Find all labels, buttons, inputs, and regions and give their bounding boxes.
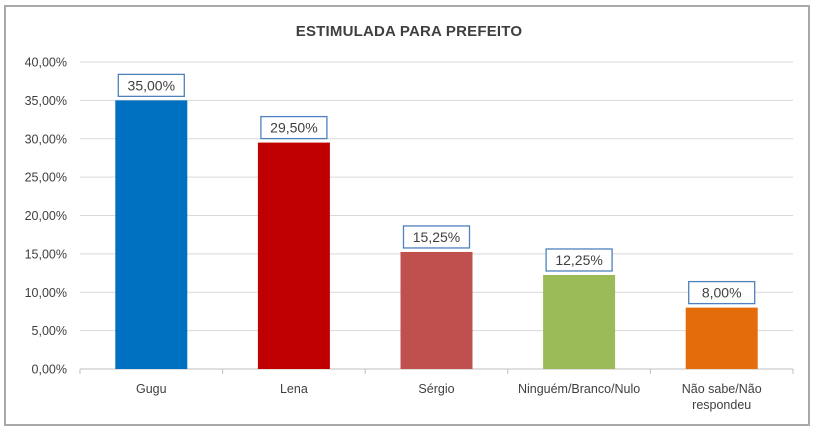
y-tick-label: 25,00% bbox=[25, 171, 67, 185]
data-label-box bbox=[402, 225, 471, 249]
y-tick-label: 30,00% bbox=[25, 132, 67, 146]
x-category-label: Gugu bbox=[136, 382, 167, 396]
bar bbox=[543, 274, 616, 369]
data-label-box bbox=[545, 248, 613, 272]
y-tick-label: 40,00% bbox=[25, 56, 67, 70]
y-tick-label: 5,00% bbox=[32, 324, 67, 338]
data-label: 12,25% bbox=[555, 252, 602, 268]
y-tick-label: 20,00% bbox=[25, 209, 67, 223]
bar bbox=[115, 100, 188, 369]
data-label: 8,00% bbox=[702, 285, 742, 301]
data-label-box bbox=[688, 280, 756, 305]
x-category-label: Lena bbox=[280, 382, 308, 396]
x-category-label: Ninguém/Branco/Nulo bbox=[518, 382, 640, 396]
y-tick-label: 10,00% bbox=[25, 286, 67, 300]
y-tick-label: 35,00% bbox=[25, 94, 67, 108]
data-label: 15,25% bbox=[413, 229, 460, 245]
x-category-label: respondeu bbox=[692, 398, 751, 412]
x-category-label: Não sabe/Não bbox=[682, 382, 762, 396]
bar bbox=[257, 142, 330, 369]
chart-title: ESTIMULADA PARA PREFEITO bbox=[295, 23, 523, 40]
data-label: 29,50% bbox=[270, 120, 317, 136]
bar bbox=[685, 307, 758, 369]
bar bbox=[400, 251, 473, 369]
data-label: 35,00% bbox=[128, 77, 175, 93]
data-label-box bbox=[260, 115, 328, 140]
data-label-box bbox=[117, 73, 185, 98]
y-tick-label: 15,00% bbox=[25, 247, 67, 261]
x-category-label: Sérgio bbox=[418, 382, 454, 396]
y-tick-label: 0,00% bbox=[32, 363, 67, 377]
